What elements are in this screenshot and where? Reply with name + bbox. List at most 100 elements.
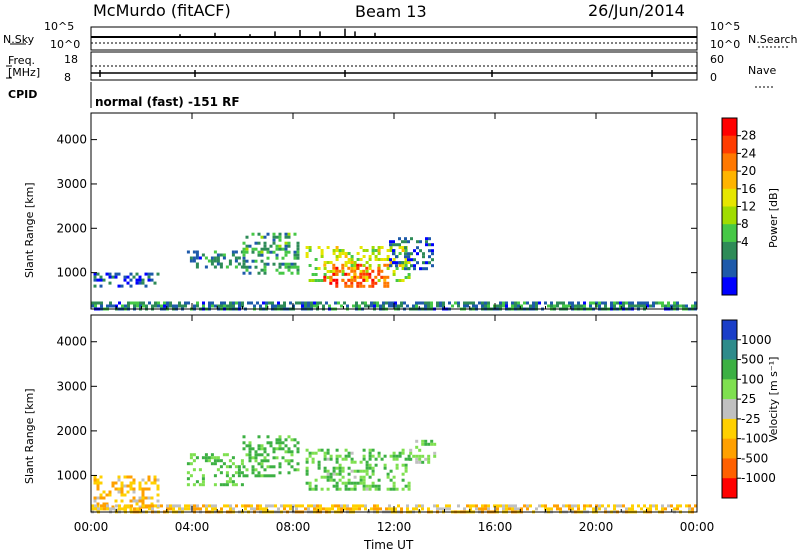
power-cell xyxy=(169,301,172,305)
velocity-cell xyxy=(245,453,249,457)
power-panel-frame xyxy=(90,112,698,310)
velocity-colorbar-tick-label: -25 xyxy=(741,412,761,426)
xtick-label: 04:00 xyxy=(175,520,210,534)
velocity-cell xyxy=(356,481,360,485)
power-cell xyxy=(431,264,434,268)
velocity-cell xyxy=(365,466,369,470)
velocity-cell xyxy=(108,490,112,494)
velocity-cell xyxy=(274,504,277,508)
power-cell xyxy=(150,278,154,282)
cpid-value: normal (fast) -151 RF xyxy=(95,95,240,109)
power-cell xyxy=(562,304,565,308)
velocity-cell xyxy=(350,457,354,461)
velocity-cell xyxy=(502,504,505,508)
velocity-cell xyxy=(418,460,422,464)
power-cell xyxy=(216,256,220,260)
power-cell xyxy=(238,301,241,305)
velocity-cell xyxy=(201,480,205,484)
velocity-cell xyxy=(114,487,118,491)
velocity-cell xyxy=(193,507,196,511)
power-cell xyxy=(359,284,363,288)
power-cell xyxy=(251,259,255,263)
velocity-cell xyxy=(251,447,255,451)
velocity-cell xyxy=(404,466,408,470)
power-cell xyxy=(329,261,333,264)
velocity-cell xyxy=(99,496,103,500)
power-cell xyxy=(407,252,410,256)
velocity-cell xyxy=(517,507,520,511)
velocity-cell xyxy=(368,463,372,467)
velocity-colorbar-tick-label: -1000 xyxy=(741,471,776,485)
power-cell xyxy=(307,304,310,308)
power-cell xyxy=(556,304,559,308)
velocity-cell xyxy=(228,477,232,481)
velocity-cell xyxy=(311,457,315,461)
power-cell xyxy=(394,304,397,308)
power-cell xyxy=(436,301,439,305)
power-cell xyxy=(394,301,397,305)
power-cell xyxy=(383,275,387,279)
velocity-cell xyxy=(389,478,393,482)
velocity-cell xyxy=(293,468,297,472)
velocity-cell xyxy=(141,478,145,482)
power-cell xyxy=(108,272,112,276)
power-cell xyxy=(652,301,655,305)
power-cell xyxy=(380,246,384,249)
power-cell xyxy=(401,264,405,267)
velocity-cell xyxy=(652,504,655,508)
velocity-cell xyxy=(335,466,339,470)
power-cell xyxy=(210,262,214,266)
velocity-cell xyxy=(646,507,649,511)
velocity-cell xyxy=(286,504,289,508)
power-cell xyxy=(99,284,103,288)
velocity-cell xyxy=(204,459,208,463)
power-cell xyxy=(229,301,232,305)
velocity-cell xyxy=(349,507,352,511)
power-cell xyxy=(272,262,276,266)
power-cell xyxy=(269,250,273,254)
velocity-cell xyxy=(389,454,393,458)
power-cell xyxy=(154,304,157,308)
velocity-cell xyxy=(463,507,466,511)
power-cell xyxy=(368,258,372,261)
velocity-cell xyxy=(296,441,300,445)
velocity-cell xyxy=(314,487,318,491)
velocity-cell xyxy=(421,439,425,443)
velocity-cell xyxy=(186,462,190,466)
velocity-cell xyxy=(156,478,160,482)
freq-unit-label: [MHz] xyxy=(8,66,41,79)
power-cell xyxy=(94,304,97,308)
velocity-cell xyxy=(350,487,354,491)
velocity-cell xyxy=(392,481,396,485)
velocity-cell xyxy=(326,469,330,473)
power-cell xyxy=(619,304,622,308)
power-cell xyxy=(112,304,115,308)
power-cell xyxy=(442,304,445,308)
velocity-cell xyxy=(353,460,357,464)
power-cell xyxy=(284,247,288,251)
power-cell xyxy=(430,301,433,305)
velocity-cell xyxy=(117,487,121,491)
power-cell xyxy=(135,281,139,285)
velocity-cell xyxy=(661,504,664,508)
power-cell xyxy=(284,244,288,248)
velocity-cell xyxy=(347,454,351,458)
velocity-cell xyxy=(248,453,252,457)
velocity-cell xyxy=(195,480,199,484)
velocity-cell xyxy=(103,507,106,511)
power-cell xyxy=(105,272,109,276)
velocity-cell xyxy=(526,504,529,508)
velocity-cell xyxy=(344,448,348,452)
power-cell xyxy=(370,301,373,305)
velocity-cell xyxy=(487,504,490,508)
power-cell xyxy=(661,301,664,305)
velocity-cell xyxy=(269,441,273,445)
power-cell xyxy=(287,262,291,266)
velocity-cell xyxy=(331,504,334,508)
power-cell xyxy=(184,304,187,308)
velocity-cell xyxy=(421,504,424,508)
velocity-cell xyxy=(278,471,282,475)
power-cell xyxy=(382,304,385,308)
power-cell xyxy=(577,301,580,305)
velocity-cell xyxy=(389,469,393,473)
